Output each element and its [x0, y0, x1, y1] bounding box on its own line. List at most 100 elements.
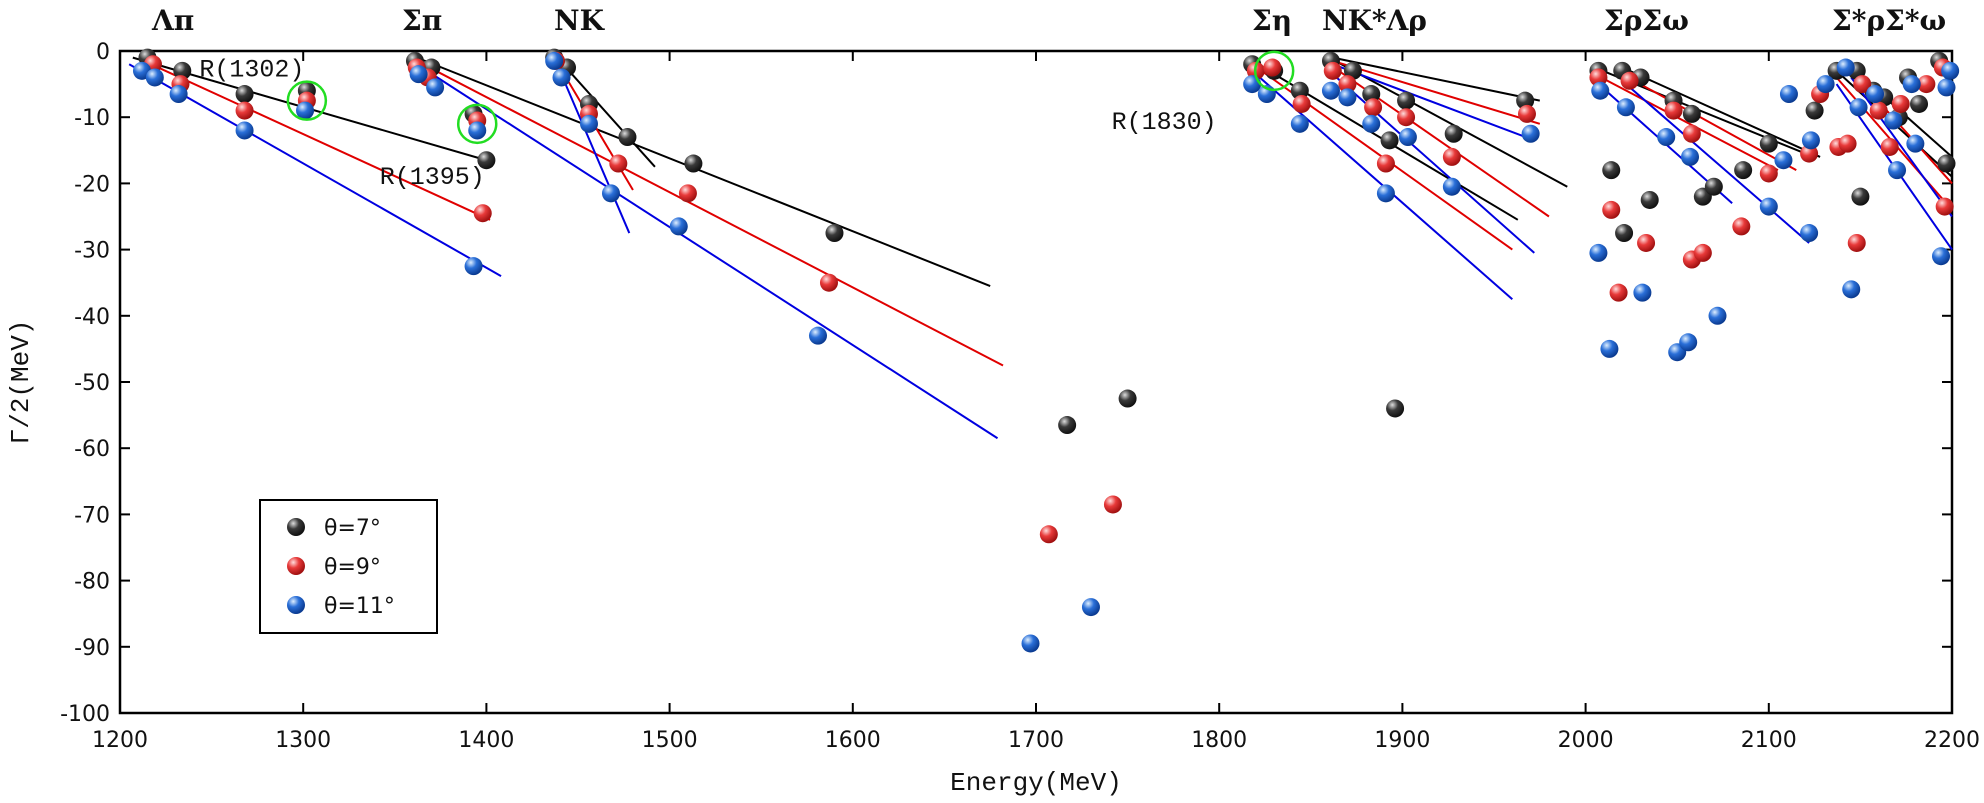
data-point — [1800, 144, 1819, 163]
data-point — [1380, 131, 1399, 150]
rotation-line — [1328, 70, 1535, 254]
data-point — [464, 257, 483, 276]
resonance-marker — [1253, 50, 1295, 92]
data-point — [1847, 233, 1866, 252]
data-point — [1932, 247, 1951, 266]
threshold-label: ΣρΣω — [1604, 4, 1689, 37]
data-point — [1640, 190, 1659, 209]
data-point — [1589, 68, 1608, 87]
data-point — [235, 121, 254, 140]
data-point — [477, 151, 496, 170]
data-point — [409, 65, 428, 84]
data-point — [235, 101, 254, 120]
rotation-line — [1251, 70, 1513, 301]
data-point — [1888, 161, 1907, 180]
resonance-label: R(1302) — [199, 56, 304, 85]
data-point — [1338, 88, 1357, 107]
data-point — [1836, 58, 1855, 77]
x-tick-label: 2100 — [1741, 728, 1797, 753]
rotation-line — [128, 63, 502, 277]
data-point — [1442, 177, 1461, 196]
data-point — [1039, 525, 1058, 544]
data-point — [1704, 177, 1723, 196]
x-tick-label: 1500 — [642, 728, 698, 753]
y-tick-label: -30 — [74, 239, 110, 264]
data-point — [1442, 147, 1461, 166]
resonance-marker — [286, 80, 328, 121]
x-tick-label: 1800 — [1191, 728, 1247, 753]
y-tick-label: -100 — [60, 702, 110, 727]
data-point — [1521, 124, 1540, 143]
data-point — [1682, 104, 1701, 123]
data-point — [1243, 75, 1262, 94]
rotation-line — [1621, 66, 1821, 158]
data-point — [169, 85, 188, 104]
data-point — [1081, 598, 1100, 617]
data-point — [601, 184, 620, 203]
data-point — [1679, 333, 1698, 352]
data-point — [1398, 128, 1417, 147]
data-point — [545, 51, 564, 70]
y-tick-label: -90 — [74, 636, 110, 661]
data-point — [1917, 75, 1936, 94]
data-point — [1602, 161, 1621, 180]
data-point — [1759, 197, 1778, 216]
data-point — [1759, 164, 1778, 183]
threshold-label: NK*Λρ — [1322, 4, 1427, 37]
data-point — [468, 121, 487, 140]
data-point — [1292, 94, 1311, 113]
resonance-label: R(1830) — [1112, 108, 1217, 137]
data-point — [1869, 101, 1888, 120]
legend-label: θ=7° — [324, 516, 381, 541]
data-point — [825, 224, 844, 243]
data-point — [684, 154, 703, 173]
data-point — [1516, 91, 1535, 110]
data-point — [1681, 147, 1700, 166]
y-tick-label: -10 — [74, 106, 110, 131]
data-point — [1842, 280, 1861, 299]
legend-marker — [287, 557, 305, 575]
y-tick-label: -40 — [74, 305, 110, 330]
data-point — [1602, 200, 1621, 219]
rotation-line — [1850, 76, 1953, 218]
rotation-line — [1332, 63, 1535, 142]
y-tick-label: -20 — [74, 172, 110, 197]
data-point — [1362, 114, 1381, 133]
x-tick-label: 1900 — [1374, 728, 1430, 753]
data-point — [1364, 98, 1383, 117]
data-point — [1937, 154, 1956, 173]
y-axis-title: Γ/2(MeV) — [6, 320, 36, 445]
data-point — [1517, 104, 1536, 123]
data-point — [1058, 416, 1077, 435]
data-point — [1290, 81, 1309, 100]
data-point — [473, 204, 492, 223]
data-point — [1118, 389, 1137, 408]
data-point — [808, 326, 827, 345]
data-point — [618, 128, 637, 147]
data-point — [1338, 75, 1357, 94]
rotation-line — [1594, 73, 1779, 172]
threshold-label: NK — [554, 4, 606, 37]
data-point — [1800, 224, 1819, 243]
data-point — [1805, 101, 1824, 120]
rotation-line — [1332, 56, 1541, 102]
data-point — [1941, 61, 1960, 80]
legend-marker — [287, 518, 305, 536]
x-tick-label: 1300 — [275, 728, 331, 753]
data-point — [1376, 154, 1395, 173]
rotation-line — [1332, 59, 1541, 125]
threshold-label: Σ*ρΣ*ω — [1832, 4, 1946, 37]
x-tick-label: 2000 — [1558, 728, 1614, 753]
data-point — [1021, 634, 1040, 653]
data-point — [1633, 283, 1652, 302]
data-point — [1779, 85, 1798, 104]
data-point — [1321, 81, 1340, 100]
data-point — [1734, 161, 1753, 180]
y-tick-label: -60 — [74, 437, 110, 462]
y-tick-label: -50 — [74, 371, 110, 396]
data-point — [1615, 224, 1634, 243]
y-tick-label: -80 — [74, 570, 110, 595]
data-point — [819, 273, 838, 292]
rotation-line — [1621, 80, 1810, 244]
data-point — [1290, 114, 1309, 133]
